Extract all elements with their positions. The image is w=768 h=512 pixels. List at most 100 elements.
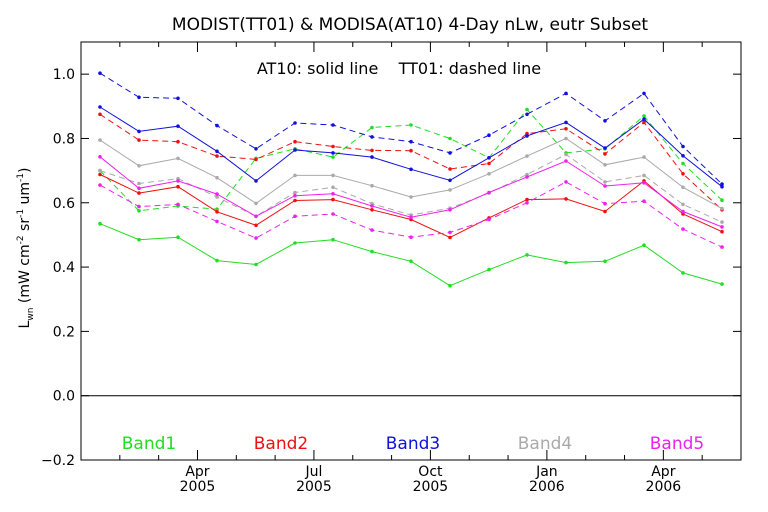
data-point-band1 xyxy=(720,282,724,286)
data-point-band2 xyxy=(254,157,258,162)
data-point-band1 xyxy=(370,125,374,130)
plot-frame xyxy=(80,41,742,461)
data-point-band4 xyxy=(525,154,529,158)
data-point-band2 xyxy=(720,229,724,234)
data-point-band3 xyxy=(176,124,180,128)
data-point-band2 xyxy=(487,161,491,166)
data-point-band2 xyxy=(293,198,297,203)
data-point-band4 xyxy=(525,172,529,177)
data-point-band3 xyxy=(720,184,724,189)
data-point-band1 xyxy=(681,271,685,275)
data-point-band5 xyxy=(331,192,335,196)
data-point-band2 xyxy=(603,152,607,156)
y-tick-label: 0.8 xyxy=(53,131,75,147)
data-point-band5 xyxy=(487,217,491,222)
data-point-band4 xyxy=(215,175,219,180)
data-point-band5 xyxy=(487,190,491,195)
y-tick-label: 0.2 xyxy=(53,324,75,340)
data-point-band5 xyxy=(681,209,685,214)
data-point-band2 xyxy=(681,172,685,176)
data-point-band3 xyxy=(448,151,452,155)
data-point-band3 xyxy=(603,146,607,150)
data-point-band1 xyxy=(215,207,219,211)
data-point-band2 xyxy=(603,209,607,214)
data-point-band3 xyxy=(720,182,724,186)
x-tick-label-month: Jan xyxy=(535,464,558,480)
data-point-band3 xyxy=(254,147,258,151)
data-point-band3 xyxy=(564,120,568,125)
data-point-band1 xyxy=(525,253,529,257)
data-point-band5 xyxy=(681,227,685,231)
data-point-band4 xyxy=(448,188,452,192)
y-axis-label-unit-sr: sr xyxy=(17,218,33,236)
data-point-band3 xyxy=(525,134,529,138)
data-point-band3 xyxy=(487,133,491,137)
data-point-band5 xyxy=(448,208,452,212)
data-point-band4 xyxy=(370,183,374,188)
data-point-band4 xyxy=(176,156,180,161)
data-point-band5 xyxy=(137,186,141,191)
legend-label-band5: Band5 xyxy=(650,434,704,454)
data-point-band4 xyxy=(564,152,568,157)
data-point-band5 xyxy=(564,180,568,184)
x-tick-label-year: 2005 xyxy=(413,479,449,495)
data-point-band2 xyxy=(176,184,180,189)
data-point-band3 xyxy=(137,95,141,100)
data-point-band2 xyxy=(564,127,568,131)
data-point-band3 xyxy=(603,119,607,123)
data-point-band2 xyxy=(137,138,141,142)
data-point-band5 xyxy=(603,184,607,188)
data-point-band3 xyxy=(331,151,335,155)
data-point-band1 xyxy=(720,198,724,202)
data-point-band2 xyxy=(370,208,374,212)
data-point-band3 xyxy=(98,105,102,109)
data-point-band4 xyxy=(409,195,413,199)
data-point-band2 xyxy=(176,139,180,144)
chart-title: MODIST(TT01) & MODISA(AT10) 4-Day nLw, e… xyxy=(172,15,648,35)
data-point-band4 xyxy=(137,181,141,186)
data-point-band1 xyxy=(331,155,335,159)
data-point-band3 xyxy=(681,154,685,158)
data-point-band2 xyxy=(525,197,529,202)
data-point-band5 xyxy=(215,219,219,224)
data-point-band1 xyxy=(642,114,646,118)
x-tick-label-year: 2006 xyxy=(529,479,565,495)
data-point-band5 xyxy=(525,175,529,179)
data-point-band5 xyxy=(642,181,646,185)
data-point-band5 xyxy=(409,235,413,239)
data-point-band3 xyxy=(98,71,102,75)
x-tick-label-year: 2005 xyxy=(296,479,332,495)
y-axis-label-exp: -1 xyxy=(16,209,26,218)
data-point-band4 xyxy=(642,155,646,159)
data-point-band1 xyxy=(487,267,491,272)
data-point-band5 xyxy=(720,225,724,229)
data-point-band2 xyxy=(215,154,219,158)
x-tick-label-year: 2006 xyxy=(646,479,682,495)
data-point-band4 xyxy=(254,201,258,206)
data-point-band5 xyxy=(603,201,607,206)
y-axis-label-sub: wn xyxy=(26,308,36,321)
legend-label-band4: Band4 xyxy=(518,434,572,454)
data-point-band4 xyxy=(642,173,646,178)
data-point-band1 xyxy=(370,249,374,254)
data-point-band3 xyxy=(293,148,297,152)
data-point-band2 xyxy=(681,212,685,216)
data-point-band4 xyxy=(215,195,219,199)
data-point-band5 xyxy=(176,179,180,183)
data-point-band4 xyxy=(720,220,724,224)
y-axis-label-exp: -1 xyxy=(16,173,26,182)
svg-text:Lwn (mW cm-2 sr-1 um-1): Lwn (mW cm-2 sr-1 um-1) xyxy=(16,168,36,329)
y-axis-label: Lwn (mW cm-2 sr-1 um-1) xyxy=(16,168,36,329)
data-point-band5 xyxy=(370,204,374,208)
data-point-band3 xyxy=(564,91,568,96)
data-point-band4 xyxy=(564,136,568,141)
data-point-band2 xyxy=(409,148,413,153)
data-point-band2 xyxy=(98,172,102,177)
data-point-band4 xyxy=(720,206,724,211)
data-point-band3 xyxy=(293,121,297,125)
data-point-band5 xyxy=(137,204,141,209)
data-point-band5 xyxy=(254,236,258,240)
data-point-band4 xyxy=(487,172,491,176)
data-point-band5 xyxy=(642,199,646,203)
